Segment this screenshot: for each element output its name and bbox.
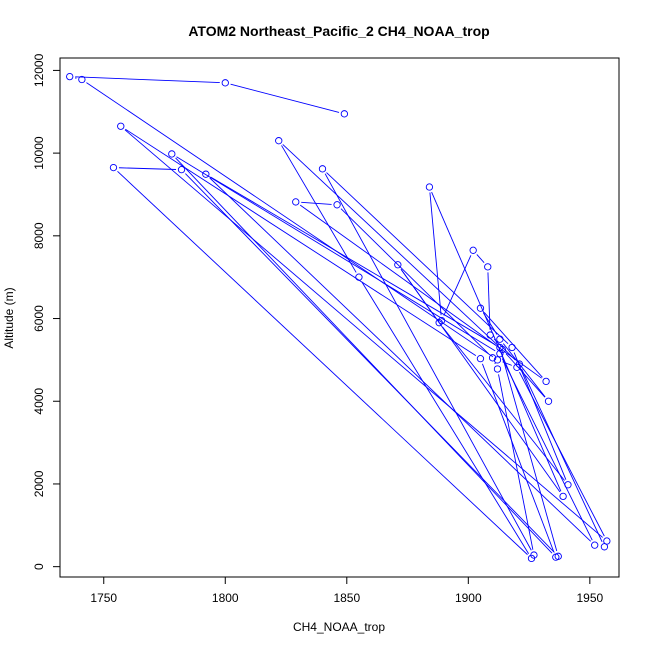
- y-tick-label-4: 8000: [32, 222, 46, 249]
- data-point-0-43: [600, 543, 609, 551]
- data-point-0-1: [221, 79, 229, 87]
- series-segment-0-42: [521, 368, 603, 543]
- data-point-0-0: [340, 110, 349, 118]
- y-tick-label-5: 10000: [32, 136, 46, 170]
- series-segment-0-37: [429, 192, 442, 316]
- data-point-0-3: [78, 75, 86, 84]
- data-point-0-30: [530, 551, 538, 559]
- data-point-0-36: [559, 492, 567, 501]
- data-point-0-35: [394, 261, 402, 269]
- series-lines: [74, 76, 605, 555]
- data-point-0-41: [486, 331, 494, 339]
- series-segment-0-3: [86, 82, 494, 358]
- data-point-0-2: [66, 72, 74, 81]
- data-point-0-17: [109, 163, 118, 172]
- series-segment-0-39: [476, 254, 485, 264]
- data-point-0-28: [488, 354, 497, 362]
- data-point-0-19: [355, 273, 363, 281]
- data-point-0-22: [544, 397, 553, 405]
- y-tick-label-0: 0: [32, 563, 46, 570]
- data-point-0-16: [177, 166, 186, 174]
- series-segment-0-41: [493, 338, 516, 361]
- series-segment-0-19: [281, 145, 357, 273]
- plot-frame: [59, 57, 620, 578]
- data-point-0-13: [202, 170, 210, 178]
- data-point-0-40: [484, 263, 492, 271]
- x-tick-label-3: 1900: [455, 591, 482, 605]
- data-point-0-20: [275, 137, 283, 145]
- series-segment-0-12: [209, 177, 592, 542]
- series-segment-0-11: [501, 358, 593, 541]
- x-axis-label: CH4_NOAA_trop: [293, 620, 385, 634]
- series-segment-0-8: [481, 363, 555, 553]
- data-point-0-24: [476, 304, 485, 312]
- data-point-0-8: [476, 354, 485, 363]
- series-segment-0-7: [125, 128, 477, 357]
- data-point-0-10: [168, 150, 176, 158]
- series-segment-0-26: [301, 201, 332, 205]
- series-segment-0-21: [505, 353, 546, 398]
- series-segment-0-15: [185, 173, 555, 553]
- chart-title: ATOM2 Northeast_Pacific_2 CH4_NOAA_trop: [188, 23, 489, 39]
- data-point-0-7: [117, 122, 125, 130]
- series-segment-0-31: [326, 172, 509, 345]
- series-segment-0-30: [324, 173, 532, 551]
- x-axis: 1750 1800 1850 1900 1950: [90, 577, 604, 605]
- data-point-0-34: [435, 319, 443, 327]
- data-point-0-27: [333, 201, 341, 209]
- series-segment-0-14: [500, 352, 558, 552]
- data-point-0-39: [469, 246, 477, 254]
- series-segment-0-25: [299, 204, 542, 379]
- data-point-0-31: [318, 165, 327, 173]
- data-point-0-38: [437, 316, 446, 325]
- y-tick-label-1: 2000: [32, 470, 46, 497]
- data-point-0-25: [542, 377, 550, 386]
- series-segment-0-16: [118, 167, 177, 170]
- data-point-0-21: [498, 345, 506, 354]
- series-segment-0-18: [361, 281, 530, 554]
- y-tick-label-3: 6000: [32, 305, 46, 332]
- series-segment-0-40: [487, 272, 491, 330]
- series-points: [66, 72, 611, 563]
- series-segment-0-33: [442, 326, 565, 481]
- series-segment-0-10: [176, 156, 496, 352]
- series-segment-0-13: [210, 176, 496, 346]
- x-tick-label-2: 1850: [333, 591, 360, 605]
- series-segment-0-27: [340, 208, 490, 355]
- series-segment-0-22: [502, 343, 546, 398]
- series-segment-0-35: [400, 268, 561, 493]
- data-point-0-14: [496, 343, 504, 352]
- series-segment-0-6: [124, 129, 603, 538]
- y-tick-label-2: 4000: [32, 388, 46, 415]
- series-segment-0-0: [230, 83, 340, 113]
- series-segment-0-32: [513, 352, 567, 480]
- data-point-0-29: [493, 365, 502, 373]
- series-segment-0-38: [443, 255, 472, 316]
- series-segment-0-20: [282, 144, 499, 347]
- series-segment-0-9: [175, 157, 553, 554]
- x-tick-label-0: 1750: [90, 591, 117, 605]
- data-point-0-32: [508, 343, 516, 352]
- data-point-0-33: [564, 481, 572, 489]
- y-axis-label: Altitude (m): [2, 287, 16, 348]
- data-point-0-26: [292, 198, 300, 206]
- data-point-0-12: [591, 541, 599, 549]
- data-point-0-37: [425, 183, 434, 191]
- series-segment-0-1: [75, 76, 220, 84]
- series-segment-0-29: [498, 374, 534, 550]
- data-point-0-15: [554, 552, 562, 560]
- series-segment-0-17: [117, 171, 528, 555]
- x-tick-label-4: 1950: [576, 591, 603, 605]
- y-axis: 0 2000 4000 6000 8000 10000 12000: [32, 53, 60, 570]
- data-point-0-4: [493, 356, 502, 364]
- y-tick-label-6: 12000: [32, 53, 46, 87]
- data-point-0-23: [496, 335, 504, 343]
- x-tick-label-1: 1800: [212, 591, 239, 605]
- data-point-0-42: [515, 360, 524, 368]
